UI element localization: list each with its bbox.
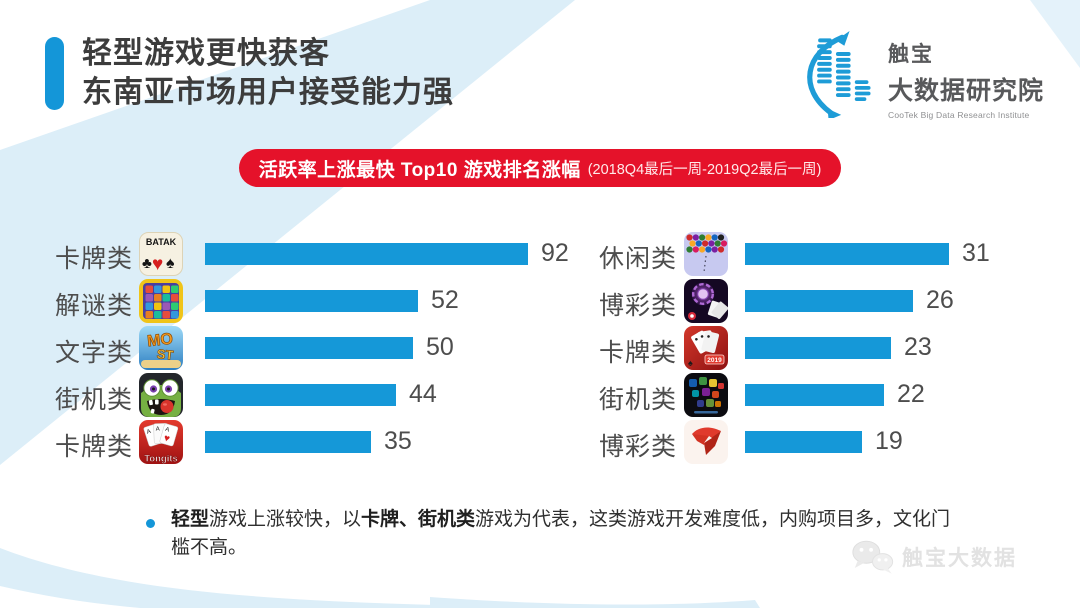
svg-text:ST: ST xyxy=(156,346,174,363)
zombie-arcade-game-icon xyxy=(139,373,183,417)
svg-text:♥: ♥ xyxy=(162,433,171,445)
logo-dept-name: 大数据研究院 xyxy=(888,77,1045,105)
svg-text:MO: MO xyxy=(146,331,173,351)
logo-english-name: CooTek Big Data Research Institute xyxy=(888,110,1030,120)
category-label: 博彩类 xyxy=(599,433,678,461)
bar-value: 23 xyxy=(904,333,932,361)
bar-value: 50 xyxy=(426,333,454,361)
watermark-label: 触宝大数据 xyxy=(902,547,1017,570)
category-label: 街机类 xyxy=(55,386,134,414)
category-label: 休闲类 xyxy=(599,245,678,273)
bar xyxy=(745,290,913,312)
casino-game-icon xyxy=(684,279,728,323)
category-label: 文字类 xyxy=(55,339,134,367)
bar xyxy=(205,431,371,453)
bar-value: 35 xyxy=(384,427,412,455)
chart-row: 博彩类 26 xyxy=(0,279,1080,323)
note-text-2: 游戏为代表，这类游戏开发难度低，内购项目多，文化门槛不高。 xyxy=(171,509,951,558)
card-2019-game-icon: 2019 ♠ xyxy=(684,326,728,370)
chart-row: 博彩类 19 xyxy=(0,420,1080,464)
logo-company-name: 触宝 xyxy=(888,43,934,66)
category-label: 博彩类 xyxy=(599,292,678,320)
svg-text:♠: ♠ xyxy=(688,358,693,368)
svg-text:Tongits: Tongits xyxy=(144,454,178,465)
svg-text:A: A xyxy=(146,429,152,436)
puzzle-grid-game-icon xyxy=(139,279,183,323)
chart-period: (2018Q4最后一周-2019Q2最后一周) xyxy=(587,161,822,178)
bar xyxy=(205,384,396,406)
bar xyxy=(745,431,862,453)
chart-row: 文字类 MO ST 50 xyxy=(0,326,1080,370)
chart-row: 街机类 22 xyxy=(0,373,1080,417)
bar xyxy=(205,337,413,359)
category-label: 卡牌类 xyxy=(55,433,134,461)
note-text-1: 游戏上涨较快，以 xyxy=(209,509,362,530)
bar-value: 19 xyxy=(875,427,903,455)
bubble-shooter-game-icon xyxy=(684,232,728,276)
bar-value: 31 xyxy=(962,239,990,267)
cootek-logo: 触宝 大数据研究院 CooTek Big Data Research Insti… xyxy=(796,28,1056,124)
svg-text:A: A xyxy=(156,427,160,433)
svg-text:♠: ♠ xyxy=(166,255,175,272)
chart-row: 休闲类 31 xyxy=(0,232,1080,276)
bar xyxy=(745,243,949,265)
word-game-icon: MO ST xyxy=(139,326,183,370)
wechat-icon xyxy=(852,540,894,574)
tongits-card-game-icon: A A A ♥ Tongits xyxy=(139,420,183,464)
svg-text:A: A xyxy=(164,427,170,434)
svg-text:2019: 2019 xyxy=(707,357,722,364)
bar-value: 44 xyxy=(409,380,437,408)
category-label: 解谜类 xyxy=(55,292,134,320)
page-title: 轻型游戏更快获客 东南亚市场用户接受能力强 xyxy=(82,34,454,112)
category-label: 街机类 xyxy=(599,386,678,414)
chart-row: 卡牌类 BATAK ♣ ♥ ♠ 92 xyxy=(0,232,1080,276)
title-accent-bar xyxy=(45,37,64,110)
page-title-line1: 轻型游戏更快获客 xyxy=(82,37,330,70)
cootek-logo-icon xyxy=(807,31,871,118)
chart-title: 活跃率上涨最快 Top10 游戏排名涨幅 xyxy=(258,159,581,181)
zingplay-game-icon xyxy=(684,420,728,464)
chart-row: 解谜类 52 xyxy=(0,279,1080,323)
category-label: 卡牌类 xyxy=(599,339,678,367)
batak-card-game-icon: BATAK ♣ ♥ ♠ xyxy=(139,232,183,276)
summary-note: 轻型游戏上涨较快，以卡牌、街机类游戏为代表，这类游戏开发难度低，内购项目多，文化… xyxy=(171,506,959,562)
bar xyxy=(745,337,891,359)
bar-value: 22 xyxy=(897,380,925,408)
block-arcade-game-icon xyxy=(684,373,728,417)
note-bold-1: 轻型 xyxy=(171,509,210,530)
svg-text:BATAK: BATAK xyxy=(146,237,177,247)
watermark: 触宝大数据 xyxy=(850,537,1017,577)
bar-value: 52 xyxy=(431,286,459,314)
svg-text:♥: ♥ xyxy=(152,254,163,275)
chart-row: 卡牌类 A A A ♥ Tongits 35 xyxy=(0,420,1080,464)
bar xyxy=(205,290,418,312)
chart-row: 街机类 44 xyxy=(0,373,1080,417)
bar-value: 26 xyxy=(926,286,954,314)
bar xyxy=(745,384,884,406)
chart-row: 卡牌类 2019 ♠ 23 xyxy=(0,326,1080,370)
category-label: 卡牌类 xyxy=(55,245,134,273)
bar xyxy=(205,243,528,265)
bullet-dot xyxy=(146,519,155,528)
chart-title-banner: 活跃率上涨最快 Top10 游戏排名涨幅 (2018Q4最后一周-2019Q2最… xyxy=(239,149,841,187)
svg-text:♣: ♣ xyxy=(142,255,152,272)
bar-value: 92 xyxy=(541,239,569,267)
page-title-line2: 东南亚市场用户接受能力强 xyxy=(82,76,454,109)
note-bold-2: 卡牌、街机类 xyxy=(361,509,476,530)
